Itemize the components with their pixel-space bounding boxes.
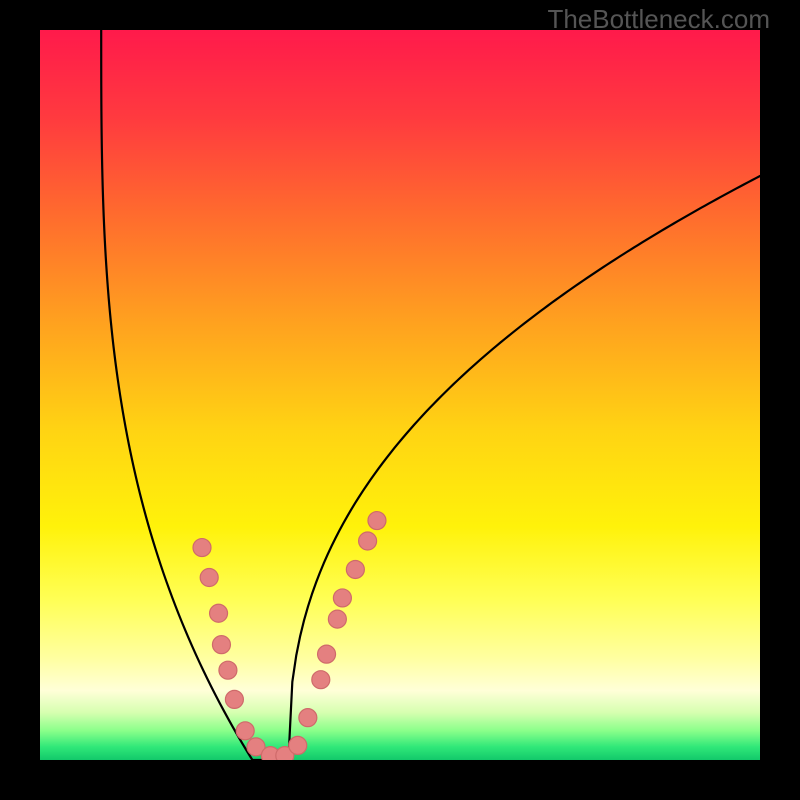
marker-point — [236, 722, 254, 740]
marker-point — [193, 539, 211, 557]
marker-point — [333, 589, 351, 607]
marker-point — [328, 610, 346, 628]
chart-stage: TheBottleneck.com — [0, 0, 800, 800]
marker-point — [200, 569, 218, 587]
bottleneck-curve-svg — [40, 30, 760, 760]
marker-point — [289, 736, 307, 754]
marker-point — [210, 604, 228, 622]
marker-point — [312, 671, 330, 689]
marker-point — [368, 512, 386, 530]
marker-point — [346, 560, 364, 578]
bottleneck-curve-path — [101, 30, 760, 760]
marker-point — [359, 532, 377, 550]
marker-point — [225, 690, 243, 708]
plot-area — [40, 30, 760, 760]
marker-point — [212, 636, 230, 654]
marker-point — [318, 645, 336, 663]
marker-point — [219, 661, 237, 679]
watermark-text: TheBottleneck.com — [547, 4, 770, 35]
marker-point — [299, 709, 317, 727]
